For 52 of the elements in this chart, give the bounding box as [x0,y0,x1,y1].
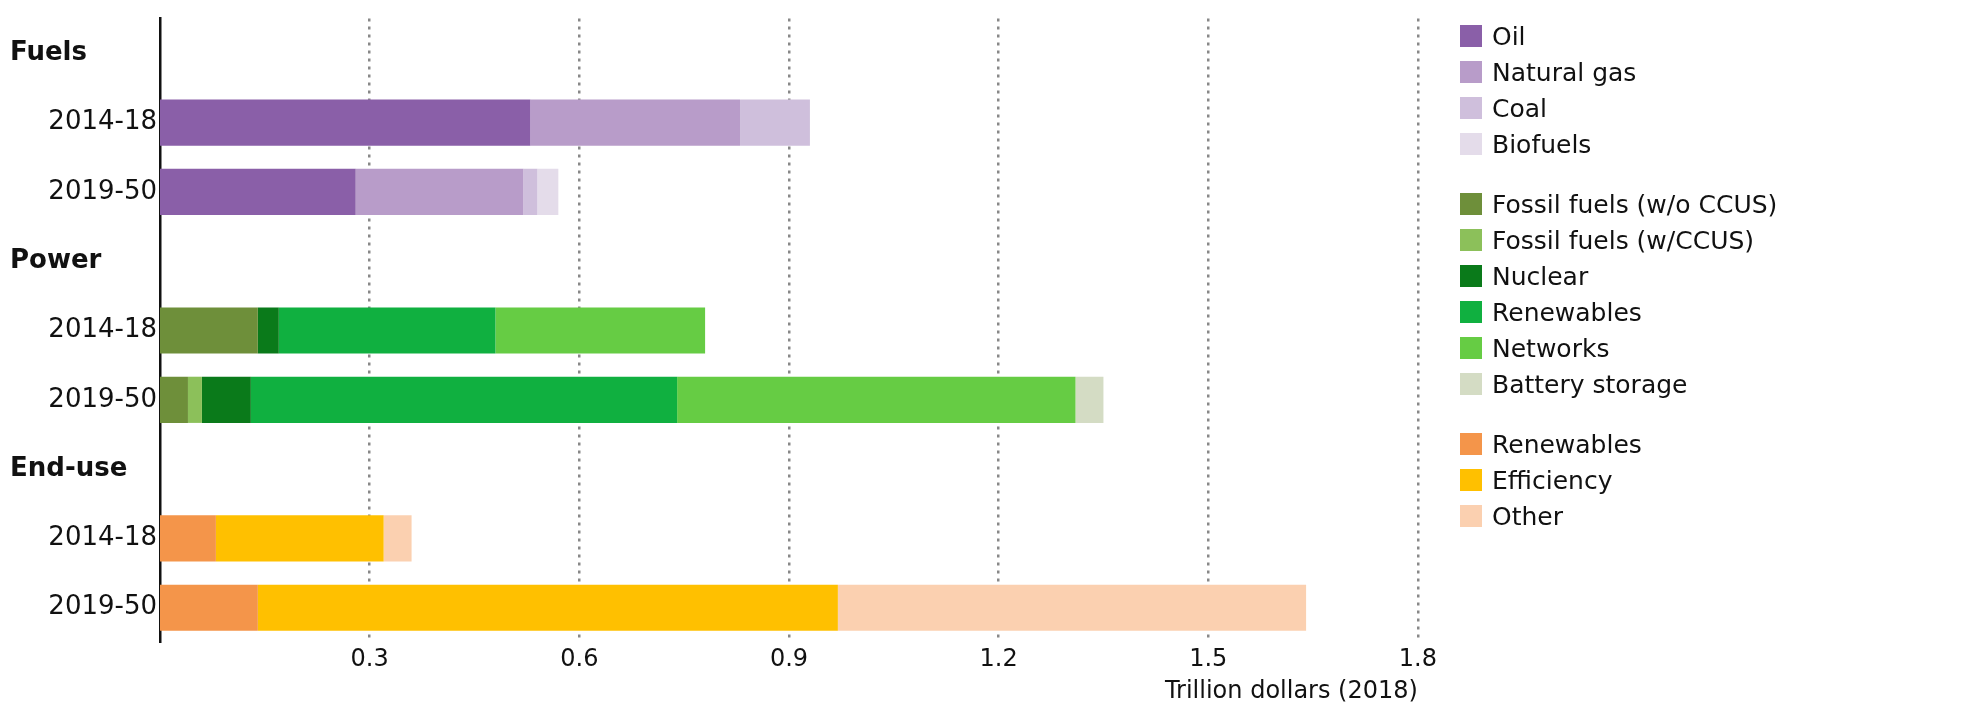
bar [257,584,838,631]
legend-label: Renewables [1492,429,1642,459]
legend-label: Coal [1492,93,1548,123]
bar [201,376,251,423]
y-tick-label: 2014-18 [48,105,157,136]
y-tick-label: 2014-18 [48,313,157,344]
legend-label: Oil [1492,21,1526,51]
bar [530,99,741,146]
bar [495,307,706,354]
bar [677,376,1076,423]
legend-label: Natural gas [1492,57,1637,87]
bar [160,307,258,354]
x-tick-label: 1.5 [1189,644,1228,673]
y-tick-label: 2019-50 [48,590,157,621]
bar [160,99,531,146]
y-tick-label: 2014-18 [48,521,157,552]
bar [215,515,384,562]
bar [740,99,810,146]
bar [250,376,678,423]
bar [257,307,279,354]
legend-label: Battery storage [1492,369,1688,399]
x-axis-title: Trillion dollars (2018) [1163,675,1418,704]
legend-label: Efficiency [1492,465,1613,495]
bar [160,376,188,423]
legend-label: Fossil fuels (w/CCUS) [1492,225,1755,255]
legend-label: Fossil fuels (w/o CCUS) [1492,189,1778,219]
bar [355,168,524,215]
bar [383,515,412,562]
bar [160,168,356,215]
x-tick-label: 1.8 [1398,644,1437,673]
bar [278,307,496,354]
x-tick-label: 0.6 [560,644,599,673]
legend-label: Networks [1492,333,1610,363]
y-tick-label: 2019-50 [48,174,157,205]
x-tick-label: 0.9 [769,644,809,673]
x-tick-label: 0.3 [350,644,389,673]
legend-label: Renewables [1492,297,1642,327]
bar [160,584,258,631]
y-tick-label: 2019-50 [48,382,157,413]
bar [187,376,202,423]
bar [523,168,538,215]
text: End-use [10,451,128,482]
text: Power [10,243,102,274]
bar [1075,376,1104,423]
legend-label: Biofuels [1492,129,1592,159]
bar [537,168,559,215]
text: Fuels [10,36,87,67]
bar [160,515,216,562]
legend-label: Nuclear [1492,261,1589,291]
bar [837,584,1307,631]
x-tick-label: 1.2 [979,644,1018,673]
legend-label: Other [1492,501,1563,531]
